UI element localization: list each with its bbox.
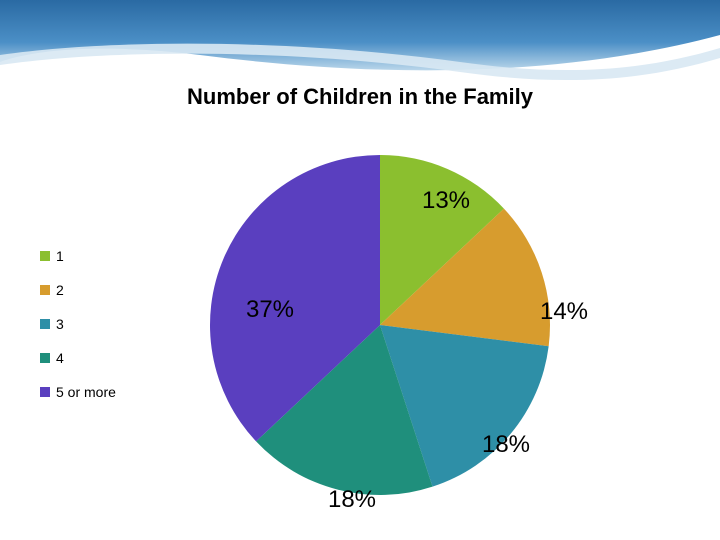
legend-label: 5 or more: [56, 384, 116, 400]
legend-label: 1: [56, 248, 64, 264]
top-swoosh: [0, 0, 720, 90]
legend-swatch: [40, 285, 50, 295]
legend-item: 3: [40, 316, 116, 332]
legend-item: 5 or more: [40, 384, 116, 400]
legend-label: 2: [56, 282, 64, 298]
legend-swatch: [40, 319, 50, 329]
pct-label: 18%: [328, 486, 376, 514]
legend-swatch: [40, 251, 50, 261]
chart-title: Number of Children in the Family: [0, 84, 720, 110]
legend-swatch: [40, 387, 50, 397]
legend-item: 4: [40, 350, 116, 366]
legend-label: 3: [56, 316, 64, 332]
legend-item: 2: [40, 282, 116, 298]
legend-label: 4: [56, 350, 64, 366]
pct-label: 14%: [540, 298, 588, 326]
pct-label: 13%: [422, 187, 470, 215]
pct-label: 18%: [482, 431, 530, 459]
legend-swatch: [40, 353, 50, 363]
legend: 1 2 3 4 5 or more: [40, 248, 116, 418]
pct-label: 37%: [246, 296, 294, 324]
legend-item: 1: [40, 248, 116, 264]
